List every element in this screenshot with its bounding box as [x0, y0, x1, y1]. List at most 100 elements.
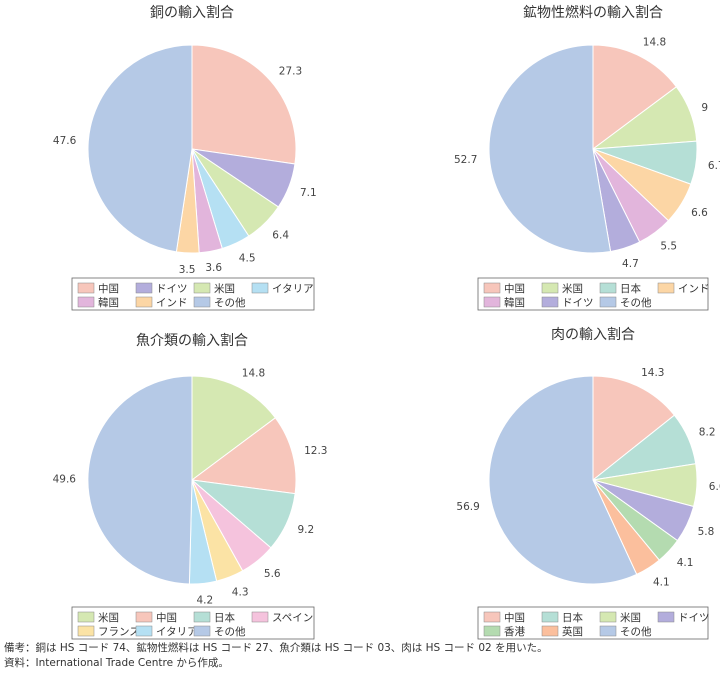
- remarks-note: 備考：銅は HS コード 74、鉱物性燃料は HS コード 27、魚介類は HS…: [4, 642, 548, 654]
- legend-item-label: ドイツ: [156, 283, 188, 295]
- legend-item-label: 香港: [504, 626, 525, 638]
- slice-value-label: 52.7: [454, 154, 477, 166]
- slice-value-label: 14.8: [242, 368, 265, 380]
- legend-swatch: [135, 625, 153, 637]
- legend-item-label: 中国: [504, 282, 525, 295]
- pie-chart-2: 鉱物性燃料の輸入割合 14.8 9 6.7 6.6 5.5 4.7 52.7 中国 米国 日本 インド…: [454, 4, 720, 311]
- slice-value-label: 47.6: [53, 135, 77, 147]
- slice-value-label: 4.2: [196, 594, 213, 606]
- chart-title: 鉱物性燃料の輸入割合: [523, 4, 663, 21]
- chart-title: 銅の輸入割合: [150, 4, 234, 21]
- legend-item-label: スペイン: [272, 612, 313, 624]
- legend-swatch: [657, 282, 675, 294]
- figure-notes: 備考：銅は HS コード 74、鉱物性燃料は HS コード 27、魚介類は HS…: [4, 641, 548, 671]
- legend-swatch: [251, 611, 269, 623]
- legend-swatch: [483, 611, 501, 623]
- legend-frame: [71, 606, 315, 640]
- legend-swatch: [251, 282, 269, 294]
- legend-swatch: [193, 611, 211, 623]
- legend-swatch: [483, 296, 501, 308]
- legend-frame: [71, 277, 315, 311]
- pie-slice-米国: [191, 375, 277, 481]
- pie-slice-その他: [488, 375, 638, 585]
- pie-chart-3: 魚介類の輸入割合 14.8 12.3 9.2 5.6 4.3 4.2 49.6 米国 中国 日本 スペ…: [53, 332, 327, 640]
- legend-item-label: その他: [620, 625, 652, 638]
- slice-value-label: 4.1: [677, 557, 694, 569]
- legend-swatch: [483, 625, 501, 637]
- legend-swatch: [599, 611, 617, 623]
- slice-value-label: 4.5: [239, 253, 256, 265]
- slice-value-label: 6.7: [708, 160, 720, 172]
- pie-slice-中国: [592, 375, 676, 482]
- chart-title: 肉の輸入割合: [551, 326, 635, 343]
- pie-slice-その他: [488, 44, 612, 254]
- slice-value-label: 14.8: [643, 37, 666, 49]
- legend-item-label: その他: [214, 625, 246, 638]
- legend-item-label: フランス: [98, 626, 140, 638]
- legend-swatch: [193, 282, 211, 294]
- slice-value-label: 9: [701, 102, 708, 114]
- legend-swatch: [193, 625, 211, 637]
- legend-item-label: その他: [620, 296, 652, 309]
- slice-value-label: 12.3: [304, 445, 327, 457]
- legend-swatch: [599, 625, 617, 637]
- legend-item-label: イタリア: [156, 626, 198, 638]
- legend-swatch: [77, 296, 95, 308]
- legend-swatch: [135, 282, 153, 294]
- legend-swatch: [77, 611, 95, 623]
- slice-value-label: 9.2: [298, 524, 315, 536]
- legend-item-label: ドイツ: [678, 612, 710, 624]
- slice-value-label: 8.2: [699, 427, 716, 439]
- legend-item-label: 中国: [98, 282, 119, 295]
- slice-value-label: 49.6: [53, 474, 77, 486]
- slice-value-label: 3.6: [205, 262, 222, 274]
- legend-item-label: その他: [214, 296, 246, 309]
- chart-title: 魚介類の輸入割合: [136, 332, 248, 349]
- legend-swatch: [599, 282, 617, 294]
- legend-swatch: [135, 296, 153, 308]
- legend-item-label: 中国: [504, 611, 525, 624]
- legend-swatch: [657, 611, 675, 623]
- pie-slice-その他: [87, 44, 193, 253]
- legend-item-label: イタリア: [272, 283, 314, 295]
- legend-swatch: [193, 296, 211, 308]
- slice-value-label: 56.9: [456, 501, 479, 513]
- legend-swatch: [541, 625, 559, 637]
- legend-item-label: 日本: [214, 611, 235, 624]
- legend-item-label: 米国: [620, 611, 641, 624]
- pie-chart-1: 銅の輸入割合 27.3 7.1 6.4 4.5 3.6 3.5 47.6 中国 ドイツ 米国 イタリア…: [53, 4, 317, 311]
- legend-swatch: [483, 282, 501, 294]
- slice-value-label: 7.1: [300, 187, 317, 199]
- slice-value-label: 5.8: [698, 526, 715, 538]
- legend-swatch: [77, 625, 95, 637]
- slice-value-label: 5.5: [660, 240, 677, 252]
- legend-item-label: 米国: [98, 611, 119, 624]
- pie-slice-その他: [87, 375, 193, 585]
- slice-value-label: 3.5: [179, 264, 196, 276]
- legend-item-label: 日本: [620, 282, 641, 295]
- legend-item-label: インド: [156, 297, 188, 309]
- legend-item-label: 日本: [562, 611, 583, 624]
- pie-slice-中国: [191, 44, 297, 165]
- legend-swatch: [541, 611, 559, 623]
- legend-item-label: 中国: [156, 611, 177, 624]
- legend-swatch: [599, 296, 617, 308]
- legend-item-label: インド: [678, 283, 710, 295]
- pie-slice-中国: [190, 417, 297, 495]
- slice-value-label: 4.3: [232, 587, 249, 599]
- legend-item-label: 韓国: [504, 297, 525, 309]
- source-note: 資料：International Trade Centre から作成。: [4, 657, 229, 669]
- legend-swatch: [541, 282, 559, 294]
- slice-value-label: 6.4: [272, 229, 289, 241]
- slice-value-label: 5.6: [264, 568, 281, 580]
- legend-swatch: [135, 611, 153, 623]
- slice-value-label: 27.3: [279, 66, 302, 78]
- legend-item-label: 韓国: [98, 297, 119, 309]
- slice-value-label: 6.6: [709, 481, 720, 493]
- legend-item-label: ドイツ: [562, 297, 594, 309]
- legend-swatch: [541, 296, 559, 308]
